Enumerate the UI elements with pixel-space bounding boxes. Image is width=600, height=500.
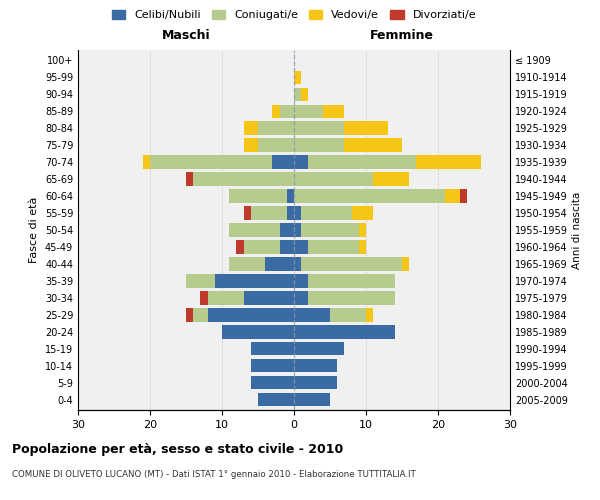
Bar <box>294 292 308 304</box>
Bar <box>294 393 330 406</box>
Text: Maschi: Maschi <box>161 28 211 42</box>
Bar <box>143 156 150 168</box>
Bar <box>186 274 215 287</box>
Bar <box>244 122 258 134</box>
Bar <box>236 240 244 254</box>
Bar <box>265 258 294 270</box>
Bar <box>258 138 294 151</box>
Bar <box>294 206 301 220</box>
Bar <box>193 308 208 322</box>
Bar <box>301 224 359 236</box>
Bar <box>445 190 460 202</box>
Bar <box>359 240 366 254</box>
Bar <box>294 240 308 254</box>
Legend: Celibi/Nubili, Coniugati/e, Vedovi/e, Divorziati/e: Celibi/Nubili, Coniugati/e, Vedovi/e, Di… <box>107 6 481 25</box>
Bar <box>251 359 294 372</box>
Bar <box>294 88 301 101</box>
Bar <box>272 156 294 168</box>
Bar <box>294 70 301 84</box>
Bar <box>294 172 373 186</box>
Bar <box>366 308 373 322</box>
Bar <box>294 308 330 322</box>
Y-axis label: Fasce di età: Fasce di età <box>29 197 39 263</box>
Bar <box>323 104 344 118</box>
Bar <box>294 104 323 118</box>
Bar <box>229 190 287 202</box>
Bar <box>150 156 272 168</box>
Bar <box>294 190 445 202</box>
Bar <box>280 224 294 236</box>
Bar <box>294 138 344 151</box>
Bar <box>280 104 294 118</box>
Bar <box>251 376 294 390</box>
Bar <box>222 326 294 338</box>
Bar <box>294 122 344 134</box>
Bar <box>294 258 301 270</box>
Bar <box>215 274 294 287</box>
Bar <box>272 104 280 118</box>
Text: COMUNE DI OLIVETO LUCANO (MT) - Dati ISTAT 1° gennaio 2010 - Elaborazione TUTTIT: COMUNE DI OLIVETO LUCANO (MT) - Dati IST… <box>12 470 416 479</box>
Bar <box>402 258 409 270</box>
Bar <box>186 172 193 186</box>
Bar <box>200 292 208 304</box>
Bar <box>244 292 294 304</box>
Bar <box>193 172 294 186</box>
Bar <box>308 292 395 304</box>
Bar <box>280 240 294 254</box>
Bar <box>359 224 366 236</box>
Bar <box>416 156 481 168</box>
Bar <box>287 190 294 202</box>
Text: Popolazione per età, sesso e stato civile - 2010: Popolazione per età, sesso e stato civil… <box>12 442 343 456</box>
Bar <box>373 172 409 186</box>
Bar <box>352 206 373 220</box>
Text: Femmine: Femmine <box>370 28 434 42</box>
Bar <box>258 393 294 406</box>
Bar <box>294 342 344 355</box>
Bar <box>308 240 359 254</box>
Bar <box>460 190 467 202</box>
Bar <box>244 206 251 220</box>
Bar <box>294 274 308 287</box>
Bar <box>294 156 308 168</box>
Bar <box>287 206 294 220</box>
Bar <box>301 258 402 270</box>
Bar <box>294 376 337 390</box>
Bar <box>344 138 402 151</box>
Bar <box>301 206 352 220</box>
Bar <box>186 308 193 322</box>
Bar <box>330 308 366 322</box>
Bar <box>208 292 244 304</box>
Bar <box>244 138 258 151</box>
Bar <box>308 156 416 168</box>
Bar <box>208 308 294 322</box>
Bar <box>229 224 280 236</box>
Bar <box>308 274 395 287</box>
Bar <box>301 88 308 101</box>
Bar <box>229 258 265 270</box>
Y-axis label: Anni di nascita: Anni di nascita <box>572 192 582 268</box>
Bar <box>344 122 388 134</box>
Bar <box>294 326 395 338</box>
Bar <box>258 122 294 134</box>
Bar <box>251 342 294 355</box>
Bar <box>294 359 337 372</box>
Bar <box>294 224 301 236</box>
Bar <box>244 240 280 254</box>
Bar <box>251 206 287 220</box>
